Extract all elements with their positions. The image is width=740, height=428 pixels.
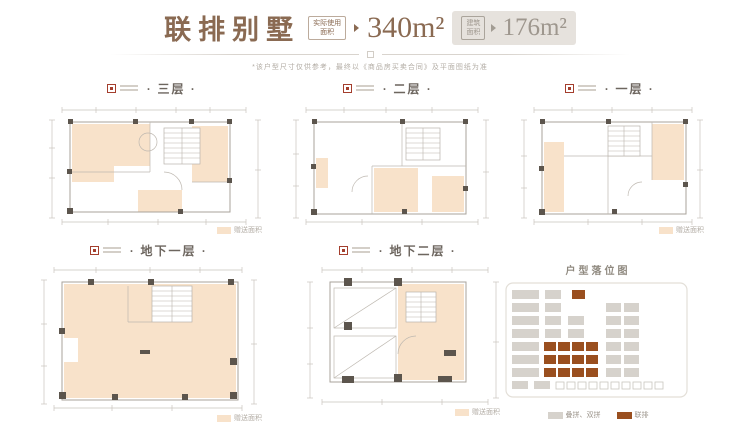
brand-logo-icon	[343, 83, 353, 93]
plan-legend-label: 赠送面积	[472, 409, 500, 416]
diamond-icon	[366, 51, 374, 58]
build-area-badge-box: 建筑 面积	[461, 15, 486, 40]
brand-logo-icon	[339, 245, 349, 255]
disclaimer-text: *该户型尺寸仅供参考，最终以《商品房买卖合同》及平面图纸为准	[252, 64, 488, 71]
sitemap-title: 户型落位图	[565, 266, 631, 277]
divider	[110, 51, 630, 58]
brand-logo-text	[352, 246, 371, 254]
section-title-b1: · 地下一层 ·	[129, 243, 208, 258]
section-title-floor1: · 一层 ·	[604, 81, 655, 96]
section-header-b2: · 地下二层 ·	[292, 242, 504, 258]
usable-area-value: 340m²	[367, 10, 445, 44]
floor-plan-b1-drawing	[41, 267, 257, 411]
divider-line-right	[381, 54, 630, 55]
brand-logo-text	[103, 246, 122, 254]
sitemap-legend-label-gray: 叠拼、双拼	[565, 412, 601, 419]
brand-logo-text	[578, 84, 597, 92]
sitemap-legend-item-brown: 联排	[616, 410, 649, 420]
peach-swatch	[217, 414, 231, 422]
sitemap-legend-item-gray: 叠拼、双拼	[547, 410, 601, 420]
floor-plan-floor2	[282, 96, 494, 233]
section-floor2: · 二层 ·	[282, 80, 494, 233]
plan-legend-b2: 赠送面积	[455, 407, 500, 417]
page-title: 联排别墅	[164, 15, 301, 45]
peach-swatch	[659, 226, 673, 234]
section-header-floor1: · 一层 ·	[512, 80, 708, 96]
build-area-badge-line1: 建筑	[466, 19, 481, 27]
arrow-right-icon	[354, 23, 360, 32]
section-header-floor2: · 二层 ·	[282, 80, 494, 96]
section-header-floor3: · 三层 ·	[38, 80, 266, 96]
section-header-b1: · 地下一层 ·	[32, 242, 266, 258]
floor-plan-floor1: 赠送面积	[512, 96, 708, 235]
gray-swatch	[547, 411, 563, 419]
section-floor3: · 三层 ·	[38, 80, 266, 235]
brown-swatch	[616, 411, 632, 419]
build-area-badge: 建筑 面积 176m²	[452, 10, 576, 45]
divider-line-left	[110, 54, 359, 55]
sitemap-drawing	[505, 282, 688, 398]
build-area-badge-line2: 面积	[466, 28, 481, 36]
section-title-floor2: · 二层 ·	[382, 81, 433, 96]
arrow-right-icon	[491, 23, 497, 32]
brand-logo-icon	[107, 83, 117, 93]
plan-legend-floor3: 赠送面积	[217, 225, 262, 235]
sitemap-legend-label-brown: 联排	[634, 412, 649, 419]
peach-swatch	[217, 226, 231, 234]
plan-legend-label: 赠送面积	[234, 227, 262, 234]
sitemap-panel: 户型落位图	[504, 262, 692, 420]
header: 联排别墅 实际使用 面积 340m² 建筑 面积 176m² *该户型尺寸仅供参…	[0, 8, 740, 72]
brand-logo-text	[356, 84, 375, 92]
section-floor1: · 一层 ·	[512, 80, 708, 235]
section-b1: · 地下一层 · 赠送面积	[32, 242, 266, 423]
brand-logo-icon	[90, 245, 100, 255]
usable-area-badge: 实际使用 面积	[308, 15, 347, 40]
floor-plan-b2: 赠送面积	[292, 258, 504, 417]
peach-swatch	[455, 408, 469, 416]
floor-plan-b2-drawing	[307, 267, 499, 405]
sitemap-legend: 叠拼、双拼 联排	[504, 410, 692, 420]
floor-plan-floor3-drawing	[49, 107, 261, 225]
plan-legend-label: 赠送面积	[234, 415, 262, 422]
section-title-floor3: · 三层 ·	[146, 81, 197, 96]
floor-plan-floor2-drawing	[293, 107, 489, 225]
plan-legend-label: 赠送面积	[676, 227, 704, 234]
build-area-value: 176m²	[502, 13, 567, 41]
section-b2: · 地下二层 ·	[292, 242, 504, 417]
floor-plan-floor3: 赠送面积	[38, 96, 266, 235]
brand-logo-text	[120, 84, 139, 92]
plan-legend-floor1: 赠送面积	[659, 225, 704, 235]
usable-area-badge-line2: 面积	[320, 28, 335, 36]
section-title-b2: · 地下二层 ·	[378, 243, 457, 258]
plan-legend-b1: 赠送面积	[217, 413, 262, 423]
usable-area-badge-line1: 实际使用	[313, 19, 342, 27]
title-row: 联排别墅 实际使用 面积 340m² 建筑 面积 176m²	[164, 8, 576, 47]
floor-plan-b1: 赠送面积	[32, 258, 266, 423]
brand-logo-icon	[565, 83, 575, 93]
floor-plan-floor1-drawing	[521, 107, 703, 225]
